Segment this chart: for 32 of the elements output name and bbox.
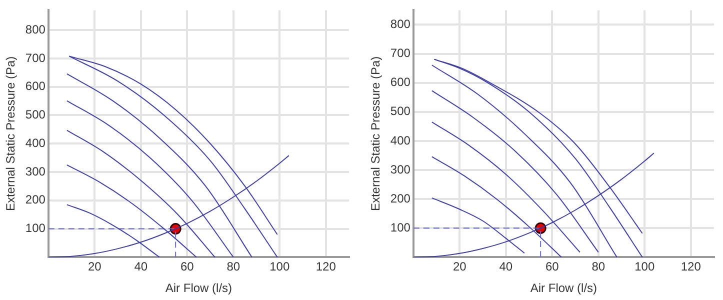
- y-tick-label: 300: [390, 162, 411, 176]
- y-axis-title: External Static Pressure (Pa): [368, 56, 383, 212]
- y-tick-label: 700: [390, 46, 411, 60]
- y-tick-label: 200: [390, 191, 411, 206]
- x-axis-title: Air Flow (l/s): [165, 281, 232, 296]
- y-tick-label: 500: [390, 104, 411, 118]
- x-axis-title: Air Flow (l/s): [530, 281, 598, 296]
- x-tick-label: 120: [316, 260, 336, 274]
- y-tick-label: 600: [390, 75, 411, 90]
- y-tick-label: 400: [390, 133, 411, 148]
- x-tick-label: 20: [452, 260, 467, 274]
- x-tick-label: 20: [88, 260, 102, 274]
- y-tick-label: 500: [25, 108, 46, 122]
- y-tick-label: 300: [25, 164, 46, 178]
- y-tick-label: 700: [25, 50, 46, 65]
- x-tick-label: 60: [180, 260, 194, 274]
- x-tick-label: 60: [545, 260, 560, 274]
- y-tick-label: 200: [25, 192, 46, 207]
- x-tick-label: 40: [134, 260, 148, 274]
- y-tick-label: 800: [390, 17, 411, 32]
- y-axis-title: External Static Pressure (Pa): [4, 56, 18, 212]
- y-tick-label: 800: [25, 22, 46, 36]
- x-tick-label: 100: [634, 260, 655, 274]
- x-tick-label: 120: [680, 260, 702, 274]
- y-tick-label: 600: [25, 79, 46, 94]
- y-tick-label: 400: [25, 136, 46, 150]
- x-tick-label: 80: [592, 260, 606, 274]
- y-tick-label: 100: [390, 220, 411, 234]
- x-tick-label: 80: [226, 260, 240, 274]
- x-tick-label: 40: [499, 260, 513, 274]
- y-tick-label: 100: [25, 221, 46, 236]
- x-tick-label: 100: [270, 260, 290, 274]
